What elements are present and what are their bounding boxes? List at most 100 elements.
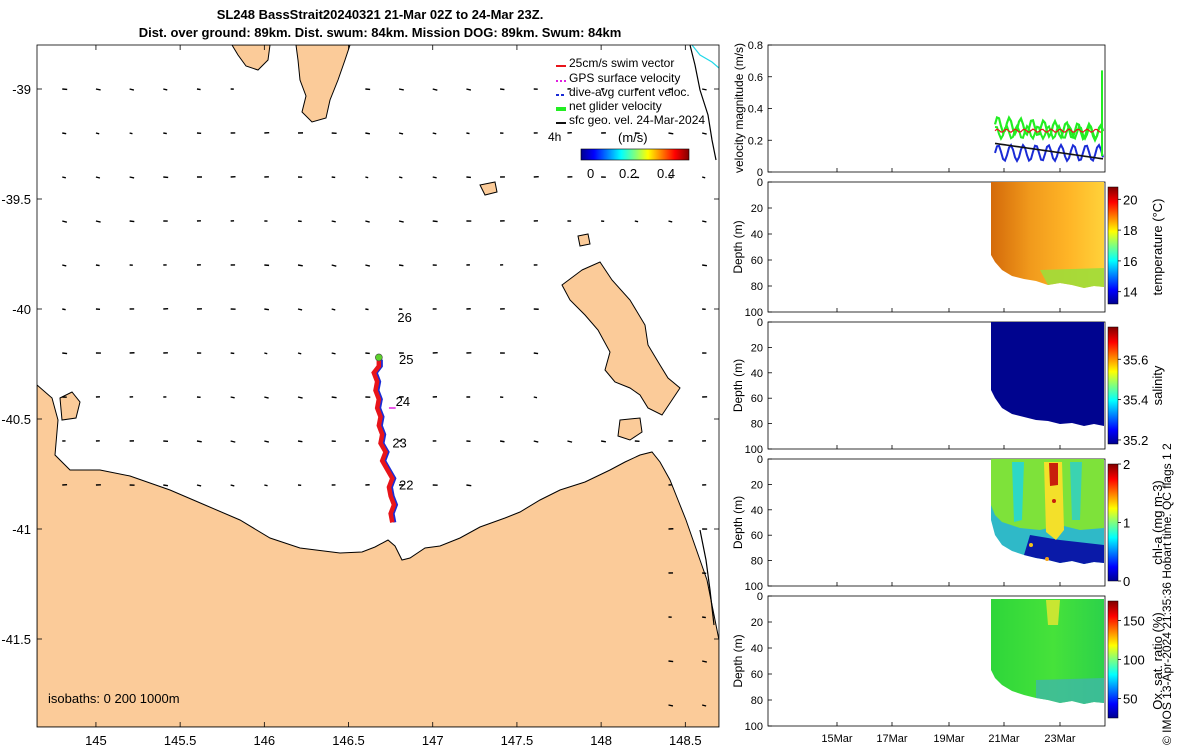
cbar-tick-label: 100 xyxy=(1123,653,1145,668)
vel-ytick-label: 0.2 xyxy=(748,135,763,147)
current-arrow xyxy=(702,264,708,267)
map-ytick-label: -39.5 xyxy=(1,192,31,207)
chla-field-deep xyxy=(1024,535,1104,564)
figure-title-line2: Dist. over ground: 89km. Dist. swum: 84k… xyxy=(138,25,622,40)
legend-sfc-label: sfc geo. vel. 24-Mar-2024 xyxy=(569,113,705,127)
current-arrow xyxy=(331,352,336,355)
temperature-green-patch xyxy=(1040,268,1104,288)
depth-tick-label: 80 xyxy=(751,281,763,293)
small-island-1 xyxy=(479,181,498,196)
legend-time-label: 4h xyxy=(548,130,561,144)
cbar-label: salinity xyxy=(1150,365,1165,405)
current-arrow xyxy=(196,484,202,487)
cbar-label: chl-a (mg m-3) xyxy=(1150,480,1165,565)
depth-tick-label: 40 xyxy=(751,643,763,655)
cbar-tick-label: 2 xyxy=(1123,457,1130,472)
figure-title-line1: SL248 BassStrait20240321 21-Mar 02Z to 2… xyxy=(216,7,544,22)
isobath-cyan xyxy=(691,45,719,69)
glider-track xyxy=(371,353,399,523)
map-xtick-label: 146 xyxy=(253,733,275,748)
current-arrow xyxy=(129,132,133,135)
depth-tick-label: 60 xyxy=(751,393,763,405)
velocity-panel: 0 0.2 0.4 0.6 0.8 velocity magnitude (m/s) xyxy=(732,40,1106,179)
velocity-ticks: 0 0.2 0.4 0.6 0.8 xyxy=(748,40,772,179)
vel-ytick-label: 0 xyxy=(757,167,763,179)
chla-colorbar xyxy=(1107,463,1119,582)
vel-sfc-line xyxy=(994,142,1104,160)
temperature-field xyxy=(991,182,1104,288)
legend-dive-label: dive-avg current veloc. xyxy=(569,85,690,99)
chla-sample-dot xyxy=(1029,543,1033,547)
current-arrow xyxy=(634,220,639,223)
depth-tick-label: 80 xyxy=(751,419,763,431)
cbar-label: Ox. sat. ratio (%) xyxy=(1150,612,1165,710)
map-xtick-label: 147 xyxy=(422,733,444,748)
current-arrow xyxy=(264,352,268,355)
cbar-label: temperature (°C) xyxy=(1150,199,1165,296)
legend-net-label: net glider velocity xyxy=(569,99,662,113)
current-arrow xyxy=(163,88,168,91)
current-arrow xyxy=(365,132,371,135)
current-arrow xyxy=(62,264,67,267)
depth-tick-label: 80 xyxy=(751,695,763,707)
map-xtick-label: 145 xyxy=(85,733,107,748)
depth-tick-label: 40 xyxy=(751,505,763,517)
cbar-tick-label: 1 xyxy=(1123,516,1130,531)
small-island-2 xyxy=(577,233,591,247)
current-arrow xyxy=(702,88,707,91)
current-arrow xyxy=(702,220,707,223)
cbar-tick-label: 16 xyxy=(1123,254,1137,269)
depth-tick-label: 100 xyxy=(745,581,763,593)
map-ytick-label: -40.5 xyxy=(1,412,31,427)
salinity-colorbar xyxy=(1107,326,1119,445)
day-label: 25 xyxy=(399,352,413,367)
flinders-island xyxy=(561,261,681,416)
velocity-series xyxy=(993,70,1105,163)
isobath-label: isobaths: 0 200 1000m xyxy=(48,691,180,706)
cbar-tick-label: 50 xyxy=(1123,692,1137,707)
legend-colorbar xyxy=(580,148,690,161)
oxygen-deep-patch xyxy=(1036,678,1104,704)
map-xtick-label: 148.5 xyxy=(669,733,702,748)
current-arrow xyxy=(264,484,268,487)
salinity-field xyxy=(991,322,1104,426)
velocity-ylabel: velocity magnitude (m/s) xyxy=(732,43,746,173)
temperature-panel xyxy=(767,181,1119,313)
cbar-tick-label: 14 xyxy=(1123,285,1137,300)
map-xtick-label: 146.5 xyxy=(332,733,365,748)
current-arrow xyxy=(62,132,67,135)
current-arrow xyxy=(163,484,169,487)
cbar-tick-label: 0 xyxy=(1123,574,1130,589)
king-island-like xyxy=(59,391,81,421)
current-arrow xyxy=(533,352,539,355)
cbar-tick-label: 20 xyxy=(1123,192,1137,207)
map-xtick-label: 145.5 xyxy=(164,733,197,748)
cbar-tick-label: 35.6 xyxy=(1123,352,1148,367)
track-swim xyxy=(371,359,397,523)
current-arrow xyxy=(432,88,438,91)
day-label: 26 xyxy=(397,310,411,325)
legend-cbar-tick-2: 0.4 xyxy=(657,166,675,181)
current-arrow xyxy=(129,88,135,91)
chla-cyan-band-2 xyxy=(1070,462,1082,520)
depth-tick-label: 40 xyxy=(751,368,763,380)
current-arrow xyxy=(297,352,302,355)
current-arrow xyxy=(432,176,437,179)
current-arrow xyxy=(701,132,707,135)
current-arrow xyxy=(95,88,101,91)
current-arrow xyxy=(668,176,673,179)
depth-tick-label: 60 xyxy=(751,669,763,681)
current-arrow xyxy=(499,88,505,91)
current-arrow xyxy=(365,220,370,223)
cape-barren-island xyxy=(617,417,643,441)
current-arrow xyxy=(331,396,337,399)
map-ytick-label: -41 xyxy=(12,522,31,537)
current-arrow xyxy=(702,660,707,663)
section-ylabel: Depth (m) xyxy=(731,359,745,412)
victoria-coast xyxy=(295,45,351,123)
current-arrow xyxy=(62,352,68,355)
legend-colorbar-label: (m/s) xyxy=(618,130,648,145)
footer-credit: © IMOS 13-Apr-2024 21:35:36 Hobart time.… xyxy=(1160,443,1174,745)
legend-swim-label: 25cm/s swim vector xyxy=(569,56,674,70)
